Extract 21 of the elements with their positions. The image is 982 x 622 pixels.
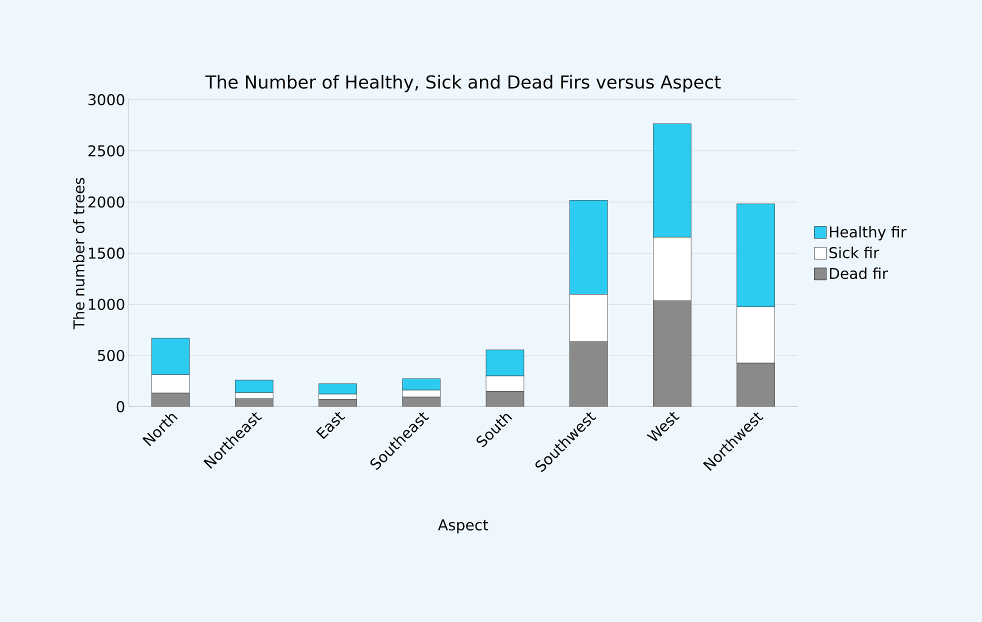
y-tick-label: 1000 [88,298,124,310]
y-tick-label: 1500 [88,248,124,259]
bar [569,341,608,407]
bar [152,393,190,407]
chart-title: The Number of Healthy, Sick and Dead Firs versus Aspect [205,74,721,92]
bar [402,397,440,407]
y-tick-label: 2500 [88,145,124,156]
y-tick-label: 2000 [88,196,124,208]
x-axis-title: Aspect [438,519,488,534]
legend-label: Sick fir [829,246,880,258]
bar [736,362,775,407]
legend-label: Healthy fir [830,226,906,240]
y-tick-label: 3000 [88,94,124,106]
bar [318,399,357,407]
bar [653,300,692,407]
bar [235,398,274,407]
y-tick-label: 0 [116,401,124,412]
bar [486,391,524,407]
y-tick-label: 500 [98,350,124,362]
y-axis-title: The number of trees [72,178,85,330]
legend-label: Dead fir [830,268,888,280]
